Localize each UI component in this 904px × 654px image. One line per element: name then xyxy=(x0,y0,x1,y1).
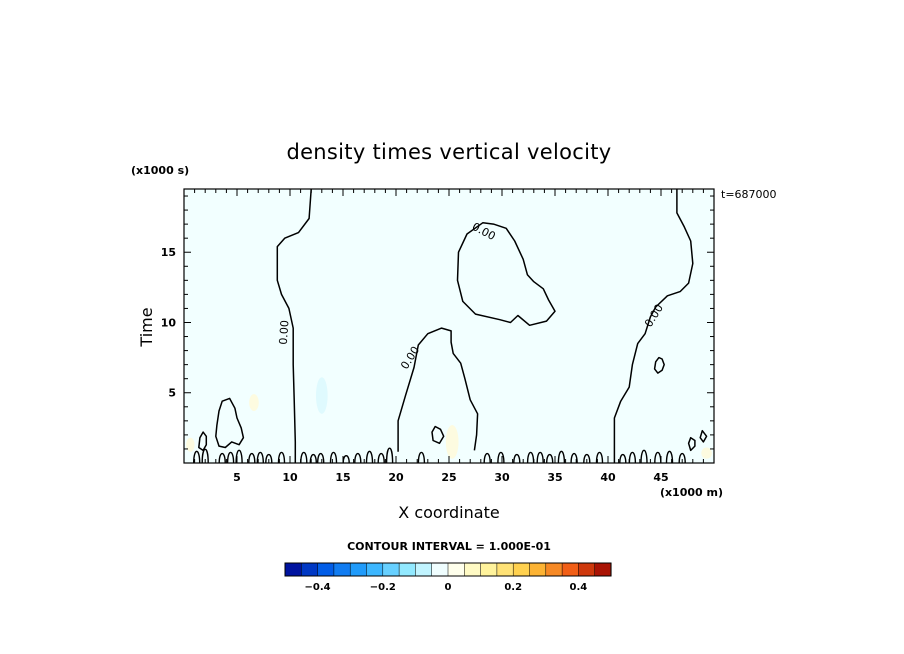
contour-ripple-19 xyxy=(483,452,491,464)
contour-ripple-14 xyxy=(354,452,362,464)
time-stamp: t=687000 xyxy=(721,188,777,201)
colorbar-swatch xyxy=(415,562,433,577)
contour-ripple-17 xyxy=(385,447,394,464)
colorbar-swatch xyxy=(464,562,482,577)
contour-label-0: 0.00 xyxy=(277,320,292,345)
contour-ripple-24 xyxy=(546,453,554,464)
contour-ripple-11 xyxy=(317,452,325,464)
colorbar-swatch xyxy=(447,562,465,577)
contour-ripple-4 xyxy=(235,449,243,464)
contour-ripple-0 xyxy=(193,450,201,464)
y-tick-label: 10 xyxy=(161,316,177,329)
x-tick-label: 5 xyxy=(233,471,241,484)
colorbar-tick-label: 0.2 xyxy=(504,582,522,593)
colorbar-tick-label: 0.4 xyxy=(570,582,588,593)
contour-ripple-7 xyxy=(265,453,273,464)
colorbar-tick-label: −0.4 xyxy=(305,582,331,593)
y-ticks: 5 10 15 xyxy=(161,195,714,450)
contour-line-1 xyxy=(613,189,694,463)
contour-interval-label: CONTOUR INTERVAL = 1.000E-01 xyxy=(347,540,551,553)
colorbar-swatch xyxy=(594,562,612,577)
x-tick-label: 25 xyxy=(441,471,456,484)
contour-ripple-16 xyxy=(377,452,385,464)
colorbar-swatch xyxy=(431,562,449,577)
colorbar-swatch xyxy=(545,562,563,577)
cell-patch-3 xyxy=(186,437,195,452)
colorbar-swatch xyxy=(366,562,384,577)
colorbar-swatch xyxy=(382,562,400,577)
colorbar-swatch xyxy=(284,562,302,577)
colorbar-swatch xyxy=(333,562,351,577)
colorbar-ticks: −0.4 −0.2 0 0.2 0.4 xyxy=(305,582,588,593)
cell-patch-2 xyxy=(445,425,459,459)
x-tick-label: 20 xyxy=(388,471,404,484)
colorbar-swatch xyxy=(529,562,547,577)
contour-ripple-31 xyxy=(640,449,648,464)
colorbar-swatch xyxy=(349,562,368,577)
x-tick-label: 35 xyxy=(547,471,562,484)
chart-title: density times vertical velocity xyxy=(286,140,611,164)
colorbar-swatch xyxy=(512,562,531,577)
plot-background xyxy=(184,189,714,463)
y-tick-label: 5 xyxy=(168,387,176,400)
contour-ripple-23 xyxy=(536,451,544,464)
x-ticks: 5 10 15 20 25 30 35 40 45 xyxy=(194,189,704,484)
contour-line-0 xyxy=(276,188,312,463)
colorbar-swatch xyxy=(398,562,416,577)
cell-patch-1 xyxy=(249,394,259,412)
cell-patch-4 xyxy=(701,447,712,459)
contour-ripple-21 xyxy=(513,453,521,464)
contour-line-4 xyxy=(215,397,245,449)
x-tick-label: 10 xyxy=(282,471,298,484)
contour-ripple-27 xyxy=(583,453,591,464)
colorbar-swatch xyxy=(496,562,514,577)
contour-ripple-15 xyxy=(365,450,374,464)
contour-line-8 xyxy=(687,436,696,452)
y-tick-label: 15 xyxy=(161,246,176,259)
contour-ripple-1 xyxy=(201,448,209,464)
contour-ripple-5 xyxy=(248,452,256,464)
contour-ripple-29 xyxy=(619,453,627,464)
contour-ripple-28 xyxy=(595,451,604,464)
colorbar-tick-label: −0.2 xyxy=(370,582,396,593)
contour-ripple-12 xyxy=(329,451,338,464)
colorbar-swatch xyxy=(480,562,498,577)
colorbar-frame xyxy=(284,562,612,577)
contour-ripple-26 xyxy=(570,452,578,464)
colorbar-swatch xyxy=(317,562,335,577)
contour-line-3 xyxy=(397,327,479,452)
contour-ripple-33 xyxy=(665,450,674,464)
contour-line-5 xyxy=(653,356,665,374)
contour-ripple-3 xyxy=(226,451,235,464)
x-axis-label: X coordinate xyxy=(398,503,499,522)
x-tick-label: 45 xyxy=(653,471,668,484)
x-tick-label: 15 xyxy=(335,471,350,484)
colorbar-swatch xyxy=(578,562,596,577)
contour-line-9 xyxy=(699,429,708,443)
cell-layer xyxy=(186,377,712,459)
contour-line-7 xyxy=(431,425,445,445)
x-tick-label: 40 xyxy=(600,471,616,484)
contour-line-2 xyxy=(456,221,556,327)
colorbar-swatch xyxy=(561,562,579,577)
colorbar-swatch xyxy=(301,562,319,577)
x-unit-label: (x1000 m) xyxy=(660,486,723,499)
colorbar xyxy=(284,562,612,577)
y-axis-label: Time xyxy=(137,307,156,347)
contour-ripple-25 xyxy=(557,450,566,464)
contour-ripple-8 xyxy=(277,451,286,464)
contour-ripple-34 xyxy=(678,452,686,464)
cell-patch-0 xyxy=(315,377,328,414)
y-unit-label: (x1000 s) xyxy=(131,164,189,177)
contour-layer xyxy=(193,188,708,464)
contour-ripple-20 xyxy=(497,451,505,464)
contour-ripple-18 xyxy=(417,451,426,464)
colorbar-tick-label: 0 xyxy=(445,582,452,593)
contour-ripple-2 xyxy=(218,452,226,464)
x-tick-label: 30 xyxy=(494,471,510,484)
contour-ripple-10 xyxy=(309,453,317,464)
contour-ripple-6 xyxy=(256,451,264,464)
